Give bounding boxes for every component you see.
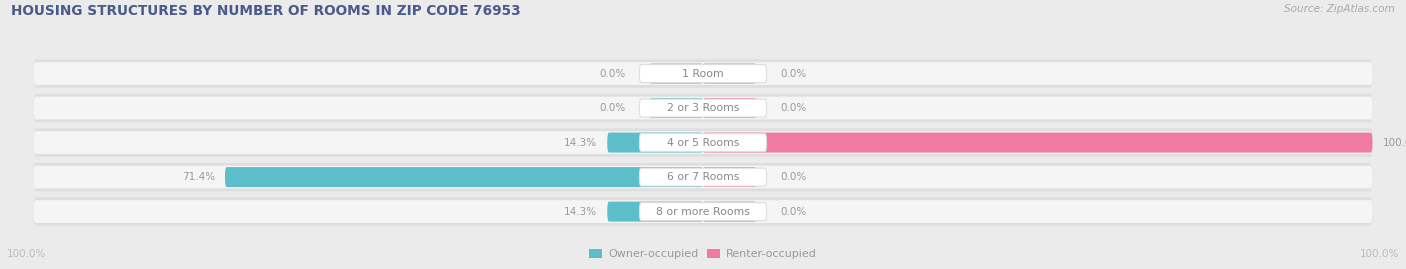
FancyBboxPatch shape (225, 167, 703, 187)
FancyBboxPatch shape (34, 128, 1372, 157)
FancyBboxPatch shape (703, 63, 756, 84)
FancyBboxPatch shape (703, 201, 756, 222)
FancyBboxPatch shape (607, 133, 703, 153)
FancyBboxPatch shape (640, 203, 766, 221)
Text: 0.0%: 0.0% (780, 103, 806, 113)
FancyBboxPatch shape (34, 97, 1372, 119)
FancyBboxPatch shape (34, 200, 1372, 223)
FancyBboxPatch shape (34, 166, 1372, 189)
Text: 1 Room: 1 Room (682, 69, 724, 79)
FancyBboxPatch shape (703, 167, 756, 187)
Text: 71.4%: 71.4% (181, 172, 215, 182)
FancyBboxPatch shape (607, 201, 703, 222)
FancyBboxPatch shape (640, 168, 766, 186)
Text: 6 or 7 Rooms: 6 or 7 Rooms (666, 172, 740, 182)
FancyBboxPatch shape (34, 59, 1372, 88)
Text: 100.0%: 100.0% (1360, 249, 1399, 259)
FancyBboxPatch shape (34, 62, 1372, 85)
Text: 14.3%: 14.3% (564, 207, 598, 217)
Text: 2 or 3 Rooms: 2 or 3 Rooms (666, 103, 740, 113)
Legend: Owner-occupied, Renter-occupied: Owner-occupied, Renter-occupied (585, 244, 821, 263)
Text: 0.0%: 0.0% (780, 172, 806, 182)
FancyBboxPatch shape (34, 131, 1372, 154)
Text: 0.0%: 0.0% (780, 207, 806, 217)
FancyBboxPatch shape (650, 63, 703, 84)
FancyBboxPatch shape (650, 98, 703, 118)
Text: 0.0%: 0.0% (780, 69, 806, 79)
FancyBboxPatch shape (34, 163, 1372, 191)
Text: HOUSING STRUCTURES BY NUMBER OF ROOMS IN ZIP CODE 76953: HOUSING STRUCTURES BY NUMBER OF ROOMS IN… (11, 4, 522, 18)
FancyBboxPatch shape (34, 94, 1372, 122)
FancyBboxPatch shape (640, 99, 766, 117)
Text: Source: ZipAtlas.com: Source: ZipAtlas.com (1284, 4, 1395, 14)
FancyBboxPatch shape (34, 197, 1372, 226)
Text: 100.0%: 100.0% (7, 249, 46, 259)
Text: 100.0%: 100.0% (1382, 137, 1406, 148)
Text: 8 or more Rooms: 8 or more Rooms (657, 207, 749, 217)
FancyBboxPatch shape (640, 134, 766, 151)
Text: 0.0%: 0.0% (600, 103, 626, 113)
FancyBboxPatch shape (640, 65, 766, 83)
Text: 0.0%: 0.0% (600, 69, 626, 79)
FancyBboxPatch shape (703, 133, 1372, 153)
Text: 14.3%: 14.3% (564, 137, 598, 148)
FancyBboxPatch shape (703, 98, 756, 118)
Text: 4 or 5 Rooms: 4 or 5 Rooms (666, 137, 740, 148)
